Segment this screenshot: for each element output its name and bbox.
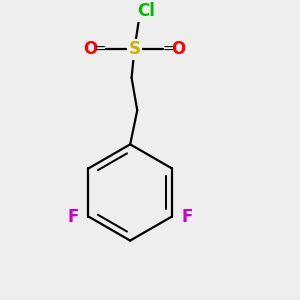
Text: O: O [171, 40, 185, 58]
Text: F: F [67, 208, 79, 226]
Text: Cl: Cl [137, 2, 155, 20]
Text: S: S [128, 40, 140, 58]
Text: O: O [83, 40, 98, 58]
Text: F: F [182, 208, 193, 226]
Text: =: = [94, 43, 106, 56]
Text: =: = [163, 43, 174, 56]
